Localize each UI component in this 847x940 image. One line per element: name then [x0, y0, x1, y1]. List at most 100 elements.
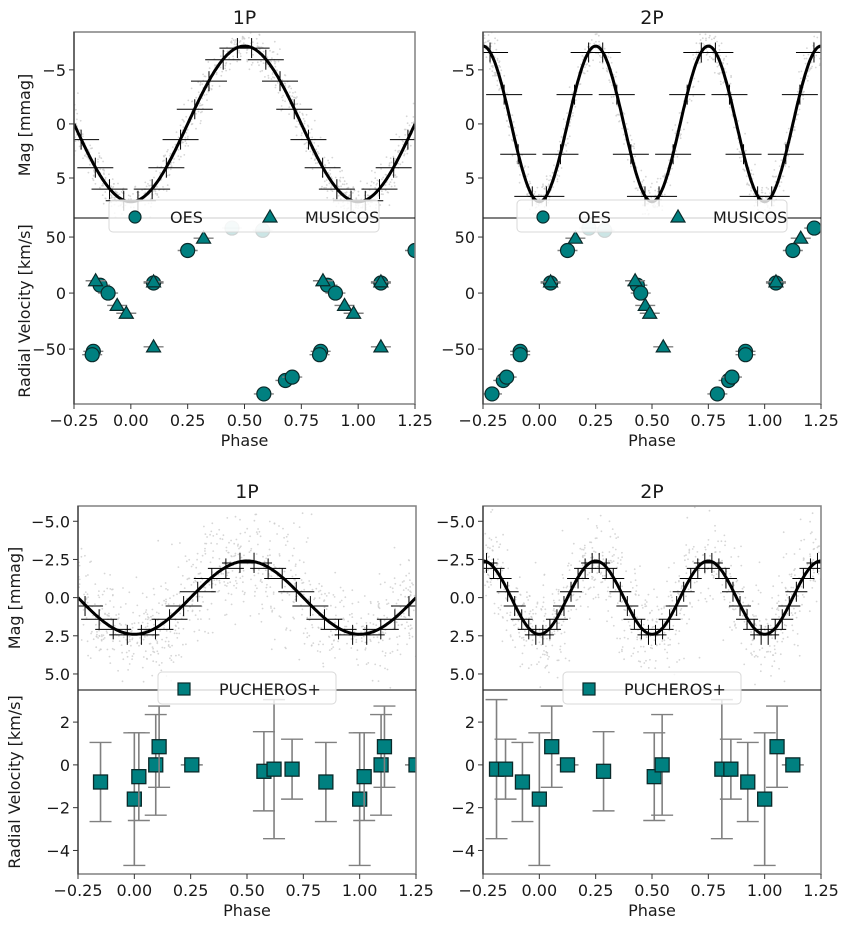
- photometry-point: [566, 137, 569, 140]
- photometry-point: [493, 71, 496, 74]
- photometry-point: [85, 617, 88, 619]
- rv-point-square: [595, 763, 612, 779]
- photometry-point: [678, 575, 681, 577]
- photometry-point: [539, 686, 542, 688]
- photometry-point: [388, 204, 391, 207]
- photometry-point: [545, 175, 548, 178]
- photometry-point: [252, 53, 255, 56]
- photometry-point: [164, 154, 167, 157]
- photometry-point: [802, 54, 805, 57]
- photometry-point: [380, 168, 382, 170]
- photometry-point: [614, 589, 617, 591]
- photometry-point: [281, 96, 283, 99]
- photometry-point: [703, 44, 706, 47]
- photometry-point: [314, 597, 316, 599]
- photometry-point: [90, 560, 92, 563]
- photometry-point: [737, 555, 740, 558]
- photometry-point: [256, 587, 258, 590]
- photometry-point: [744, 596, 747, 599]
- photometry-point: [553, 164, 555, 167]
- photometry-point: [181, 129, 184, 132]
- xtick-label: −0.25: [458, 411, 507, 430]
- photometry-point: [616, 602, 619, 605]
- photometry-point: [351, 589, 354, 592]
- photometry-point: [690, 99, 693, 102]
- photometry-point: [231, 555, 233, 558]
- photometry-point: [350, 647, 353, 649]
- photometry-point: [594, 537, 597, 540]
- photometry-point: [714, 551, 717, 553]
- photometry-point: [588, 571, 591, 574]
- photometry-point: [220, 492, 222, 494]
- rv-point-square: [757, 791, 773, 807]
- legend-marker-triangle: [261, 208, 279, 223]
- photometry-point: [644, 599, 647, 601]
- photometry-point: [225, 585, 228, 587]
- photometry-point: [167, 149, 169, 151]
- photometry-point: [321, 185, 323, 188]
- photometry-point: [714, 546, 716, 549]
- photometry-point: [811, 560, 813, 563]
- photometry-point: [151, 674, 154, 677]
- photometry-point: [778, 667, 780, 670]
- photometry-point: [270, 575, 273, 578]
- photometry-point: [232, 39, 235, 42]
- photometry-point: [566, 112, 568, 114]
- photometry-point: [144, 650, 147, 653]
- rv-point-square: [376, 739, 393, 755]
- photometry-point: [730, 564, 732, 567]
- photometry-point: [273, 40, 276, 43]
- photometry-point: [814, 66, 817, 69]
- photometry-point: [205, 542, 208, 545]
- x-axis-label: Phase: [223, 901, 271, 920]
- photometry-point: [323, 180, 326, 183]
- photometry-point: [315, 587, 318, 590]
- mag-plot-area: [483, 506, 821, 690]
- photometry-point: [317, 152, 320, 155]
- photometry-point: [633, 147, 635, 150]
- photometry-point: [370, 602, 372, 605]
- photometry-point: [380, 163, 382, 166]
- photometry-point: [340, 599, 343, 602]
- photometry-point: [79, 119, 82, 122]
- photometry-point: [666, 657, 669, 660]
- photometry-point: [577, 66, 579, 68]
- photometry-point: [172, 602, 175, 605]
- photometry-point: [102, 638, 105, 640]
- photometry-point: [302, 114, 304, 116]
- panel-title: 2P: [640, 481, 664, 503]
- photometry-point: [675, 150, 677, 152]
- photometry-point: [169, 657, 171, 660]
- photometry-point: [777, 609, 780, 611]
- photometry-point: [557, 593, 560, 595]
- photometry-point: [609, 559, 612, 562]
- photometry-point: [293, 578, 296, 581]
- photometry-point: [759, 670, 762, 673]
- photometry-point: [758, 649, 761, 651]
- photometry-point: [766, 197, 769, 199]
- rv-series-oes: [82, 220, 415, 402]
- photometry-point: [754, 623, 757, 625]
- photometry-point: [553, 608, 555, 610]
- photometry-point: [599, 514, 602, 517]
- photometry-point: [284, 544, 287, 546]
- photometry-point: [526, 591, 528, 594]
- legend-label: MUSICOS: [713, 208, 787, 227]
- photometry-point: [320, 593, 323, 596]
- photometry-point: [641, 607, 644, 609]
- photometry-point: [202, 601, 205, 603]
- legend-label: MUSICOS: [305, 208, 379, 227]
- photometry-point: [311, 136, 314, 139]
- photometry-point: [139, 637, 141, 639]
- photometry-point: [320, 627, 323, 629]
- photometry-point: [581, 55, 584, 57]
- photometry-point: [759, 591, 762, 594]
- photometry-point: [640, 169, 643, 172]
- xtick-label: 0.25: [173, 881, 209, 900]
- photometry-point: [498, 546, 500, 549]
- photometry-point: [281, 99, 284, 102]
- photometry-point: [408, 130, 410, 133]
- photometry-point: [545, 651, 548, 653]
- photometry-point: [152, 660, 155, 663]
- photometry-point: [623, 636, 626, 639]
